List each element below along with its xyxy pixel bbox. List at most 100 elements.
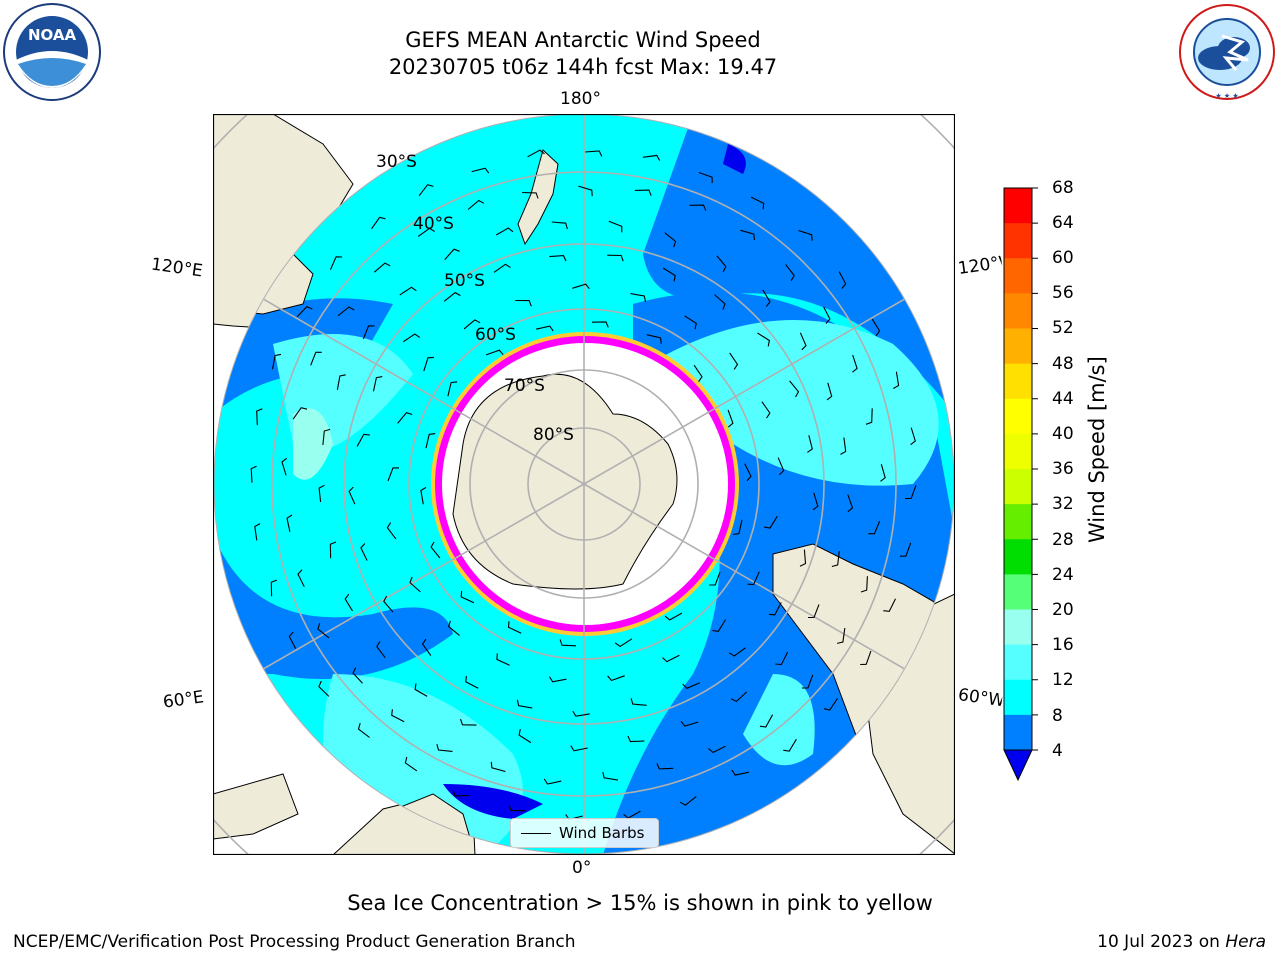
wind-barb: [572, 710, 590, 717]
wind-barb: [865, 408, 873, 425]
colorbar-bin: [1004, 679, 1032, 716]
wind-barb: [459, 718, 477, 726]
wind-barb-line-icon: [521, 832, 551, 834]
wind-barb: [460, 590, 475, 604]
sea-ice-note: Sea Ice Concentration > 15% is shown in …: [347, 891, 933, 915]
wind-barb: [607, 254, 624, 262]
wind-barb: [465, 675, 479, 689]
wind-barb: [634, 189, 652, 196]
lon-label-60w: 60°W: [956, 685, 1004, 711]
wind-barb: [684, 315, 697, 330]
wind-barb: [322, 428, 331, 446]
wind-barb: [910, 427, 916, 446]
wind-barb: [785, 264, 795, 281]
wind-barb: [348, 486, 356, 505]
wind-barb: [518, 729, 532, 744]
wind-barb: [270, 579, 278, 597]
lon-label-0: 0°: [572, 858, 592, 878]
cb-tick: 68: [1052, 178, 1074, 198]
wind-barb: [404, 756, 418, 772]
wind-barb: [254, 523, 261, 541]
wind-barb: [732, 519, 743, 536]
lon-label-120e: 120°E: [149, 254, 204, 282]
wind-barb: [399, 286, 417, 296]
wind-barb: [485, 349, 504, 356]
cb-tick: 8: [1052, 706, 1063, 726]
wind-barb: [757, 332, 771, 347]
wind-barb: [430, 541, 441, 559]
wind-barb: [250, 465, 257, 483]
wind-barb: [551, 221, 568, 230]
colorbar-extend-triangle: [1003, 749, 1033, 782]
wind-barb: [271, 353, 282, 370]
colorbar-bin: [1004, 223, 1032, 259]
wind-barb: [693, 364, 703, 383]
cb-tick: 4: [1052, 741, 1063, 761]
legend-label: Wind Barbs: [559, 824, 645, 842]
wind-barb: [417, 227, 435, 237]
wind-barb: [698, 171, 713, 184]
wind-barb: [836, 628, 846, 644]
wind-barb: [329, 256, 343, 270]
footer-date: 10 Jul 2023 on Hera: [1097, 932, 1266, 952]
colorbar-ticks: 68 64 60 56 52 48 44 40 36 32 28 24 20 1…: [1052, 178, 1102, 768]
wind-barb: [614, 638, 633, 648]
wind-barb: [397, 411, 413, 424]
wind-barb: [371, 216, 386, 230]
wind-barb: [807, 435, 813, 453]
wind-barb: [337, 306, 355, 317]
wind-barb: [286, 514, 293, 533]
wind-barb: [372, 376, 383, 392]
wind-barb: [712, 619, 727, 633]
wind-barb: [840, 437, 847, 455]
wind-barb: [823, 698, 838, 711]
wind-barb: [559, 639, 577, 647]
wind-barb: [490, 761, 506, 773]
wind-barb: [768, 602, 782, 616]
lat-label-60s: 60°S: [475, 325, 516, 345]
wind-barb: [357, 723, 370, 738]
wind-barb: [812, 492, 819, 511]
colorbar-bin: [1004, 504, 1032, 540]
wind-barb: [508, 804, 526, 812]
wind-barb: [522, 191, 539, 199]
colorbar-bin: [1004, 539, 1032, 575]
wind-barb: [727, 409, 734, 428]
wind-barb: [515, 299, 532, 307]
wind-barb: [646, 334, 662, 344]
colorbar-bin: [1004, 433, 1032, 470]
wind-barb: [627, 735, 645, 743]
wind-barb: [679, 795, 697, 806]
wind-barb: [360, 543, 368, 561]
wind-barb: [775, 651, 789, 666]
wind-barb: [471, 167, 490, 174]
cb-tick: 64: [1052, 213, 1074, 233]
lon-label-120w: 120°W: [956, 253, 1004, 279]
wind-barb: [656, 763, 674, 770]
wind-barb: [664, 612, 683, 621]
wind-barb: [880, 464, 886, 482]
wind-barb: [860, 576, 868, 593]
wind-barb: [352, 667, 363, 684]
wind-barb: [297, 569, 305, 587]
footer-machine: Hera: [1225, 932, 1266, 952]
wind-barb: [572, 283, 590, 290]
wind-barb: [496, 653, 510, 666]
svg-text:NOAA: NOAA: [28, 26, 77, 44]
wind-barb: [762, 289, 771, 307]
polar-map: [212, 113, 956, 856]
chart-subtitle: 20230705 t06z 144h fcst Max: 19.47: [388, 55, 778, 79]
colorbar-bin: [1004, 258, 1032, 294]
wind-barb: [292, 407, 308, 420]
wind-barb: [602, 771, 618, 781]
cb-tick: 28: [1052, 530, 1074, 550]
wind-barb: [789, 380, 800, 398]
wind-barb: [436, 744, 453, 752]
wind-barb: [281, 457, 288, 476]
wind-barb: [591, 321, 609, 328]
wind-barb: [763, 515, 778, 529]
wind-barb: [868, 520, 881, 535]
wind-barb: [783, 738, 797, 752]
wind-barb: [383, 595, 394, 613]
wind-barb: [608, 220, 623, 233]
